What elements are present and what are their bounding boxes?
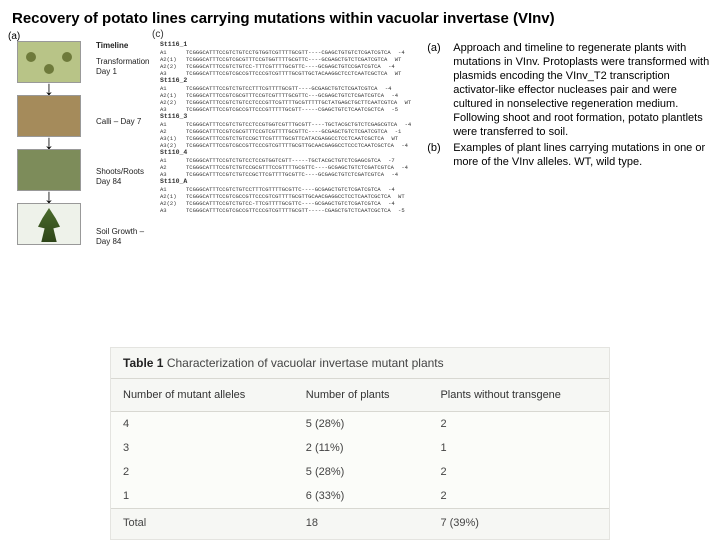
timeline-thumb xyxy=(17,203,81,245)
sequence-line: A3TCGGGCATTTCCGTCGCCGTTCCCGTCGTTTTGCGTT-… xyxy=(160,207,411,214)
table-cell: 3 xyxy=(111,436,294,460)
timeline-labels: Timeline Transformation Day 1 Calli – Day… xyxy=(96,41,152,327)
sequence-block-name: St116_1 xyxy=(160,41,411,48)
sequence-line: A2(2)TCGGGCATTTCCGTCTGTCC-TTTCGTTTTGCGTT… xyxy=(160,63,411,70)
arrow-down-icon: ↓ xyxy=(17,191,81,203)
table-cell: 5 (28%) xyxy=(294,460,429,484)
caption-b-tag: (b) xyxy=(427,141,447,169)
table-cell: 7 (39%) xyxy=(428,509,609,540)
arrow-down-icon: ↓ xyxy=(17,83,81,95)
panel-c: (c) St116_1A1TCGGGCATTTCCGTCTGTCCTGTGGTC… xyxy=(160,41,411,327)
panel-c-label: (c) xyxy=(152,31,164,38)
sequence-line: A1TCGGGCATTTCCGTCTGTCCTTTCGTTTTGCGTTC---… xyxy=(160,186,411,193)
table-title-rest: Characterization of vacuolar invertase m… xyxy=(167,356,444,370)
sequence-line: A3(2)TCGGGCATTTCCGTCGCCGTTCCCGTCGTTTTGCG… xyxy=(160,142,411,149)
sequence-line: A1TCGGGCATTTCCGTCTGTCCTGTGGTCGTTTTGCGTT-… xyxy=(160,49,411,56)
sequence-block-name: St110_A xyxy=(160,178,411,185)
sequence-line: A2(1)TCGGGCATTTCCGTCGCGTTTCCGTGGTTTTGCGT… xyxy=(160,56,411,63)
sequence-block-name: St110_4 xyxy=(160,149,411,156)
caption-b-text: Examples of plant lines carrying mutatio… xyxy=(453,141,710,169)
figure-caption: (a) Approach and timeline to regenerate … xyxy=(419,41,710,327)
timeline-thumb xyxy=(17,149,81,191)
figure-row: (a) ↓ ↓ ↓ Timeline Transformation Day 1 Cal… xyxy=(0,33,720,331)
table-total-row: Total187 (39%) xyxy=(111,509,609,540)
table-cell: 4 xyxy=(111,412,294,437)
panel-a: (a) ↓↓↓ xyxy=(10,41,88,327)
timeline-stage-label: Calli – Day 7 xyxy=(96,117,152,127)
table-title-bold: Table 1 xyxy=(123,356,163,370)
timeline-stage-label: Transformation Day 1 xyxy=(96,57,152,77)
table-row: 45 (28%)2 xyxy=(111,412,609,437)
table-title: Table 1 Characterization of vacuolar inv… xyxy=(111,348,609,379)
sequence-line: A2TCGGGCATTTCCGTCTGTCCGCGTTTCCGTTTTGCGTT… xyxy=(160,164,411,171)
mutant-table: Number of mutant allelesNumber of plants… xyxy=(111,379,609,539)
table-1: Table 1 Characterization of vacuolar inv… xyxy=(110,347,610,540)
caption-a-text: Approach and timeline to regenerate plan… xyxy=(453,41,710,139)
sequence-line: A1TCGGGCATTTCCGTCTGTCCTTTCGTTTTGCGTT----… xyxy=(160,85,411,92)
table-cell: 5 (28%) xyxy=(294,412,429,437)
sequence-line: A1TCGGGCATTTCCGTCTGTCCTCCGTGGTCGTTTGCGTT… xyxy=(160,121,411,128)
table-row: 32 (11%)1 xyxy=(111,436,609,460)
sequence-block-name: St116_3 xyxy=(160,113,411,120)
sequence-block: St110_AA1TCGGGCATTTCCGTCTGTCCTTTCGTTTTGC… xyxy=(160,178,411,214)
sequence-block: St116_2A1TCGGGCATTTCCGTCTGTCCTTTCGTTTTGC… xyxy=(160,77,411,113)
table-cell: 2 xyxy=(428,460,609,484)
table-row: 25 (28%)2 xyxy=(111,460,609,484)
sequence-line: A2(2)TCGGGCATTTCCGTCTGTCCTCCCGTTCGTTTTGC… xyxy=(160,99,411,106)
table-cell: 1 xyxy=(428,436,609,460)
table-header-cell: Number of plants xyxy=(294,379,429,412)
table-cell: Total xyxy=(111,509,294,540)
arrow-down-icon: ↓ xyxy=(17,137,81,149)
sequence-line: A3TCGGGCATTTCCGTCGCCGTTCCCGTCGTTTTGCGTTG… xyxy=(160,70,411,77)
table-header-cell: Number of mutant alleles xyxy=(111,379,294,412)
sequence-line: A3TCGGGCATTTCCGTCGCCGTTCCCGTTTTTGCGTT---… xyxy=(160,106,411,113)
sequence-block: St110_4A1TCGGGCATTTCCGTCTGTCCTCCGTGGTCGT… xyxy=(160,149,411,178)
sequence-block: St116_3A1TCGGGCATTTCCGTCTGTCCTCCGTGGTCGT… xyxy=(160,113,411,149)
sequence-line: A2(2)TCGGGCATTTCCGTCTGTCC-TTCGTTTTGCGTTC… xyxy=(160,200,411,207)
table-cell: 2 xyxy=(428,412,609,437)
timeline-thumb xyxy=(17,41,81,83)
sequence-line: A2(1)TCGGGCATTTCCGTCGCGTTTCCGTCGTTTTGCGT… xyxy=(160,92,411,99)
table-cell: 2 (11%) xyxy=(294,436,429,460)
timeline-stage-label: Soil Growth – Day 84 xyxy=(96,227,152,247)
sequence-line: A3TCGGGCATTTCCGTCTGTCCGCTTCGTTTTGCGTTC--… xyxy=(160,171,411,178)
timeline-stage-label: Shoots/Roots Day 84 xyxy=(96,167,152,187)
timeline-thumb xyxy=(17,95,81,137)
sequence-block: St116_1A1TCGGGCATTTCCGTCTGTCCTGTGGTCGTTT… xyxy=(160,41,411,77)
sequence-block-name: St116_2 xyxy=(160,77,411,84)
sequence-line: A1TCGGGCATTTCCGTCTGTCCTCCGTGGTCGTT-----T… xyxy=(160,157,411,164)
table-cell: 18 xyxy=(294,509,429,540)
table-row: 16 (33%)2 xyxy=(111,484,609,509)
table-cell: 2 xyxy=(111,460,294,484)
caption-a-tag: (a) xyxy=(427,41,447,139)
table-cell: 2 xyxy=(428,484,609,509)
page-title: Recovery of potato lines carrying mutati… xyxy=(0,0,720,33)
timeline-header: Timeline xyxy=(96,41,152,51)
table-cell: 6 (33%) xyxy=(294,484,429,509)
sequence-line: A2TCGGGCATTTCCGTCGCGTTTCCGTCGTTTTGCGTTC-… xyxy=(160,128,411,135)
sequence-line: A2(1)TCGGGCATTTCCGTCGCCGTTCCCGTCGTTTTGCG… xyxy=(160,193,411,200)
table-header-cell: Plants without transgene xyxy=(428,379,609,412)
sequence-line: A3(1)TCGGGCATTTCCGTCTGTCCGCTTCGTTTTGCGTT… xyxy=(160,135,411,142)
table-cell: 1 xyxy=(111,484,294,509)
